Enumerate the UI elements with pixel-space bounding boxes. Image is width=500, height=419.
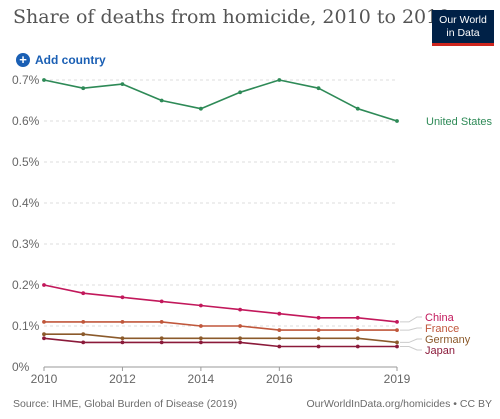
logo-line-2: in Data (446, 27, 480, 39)
data-point[interactable] (316, 328, 321, 332)
data-point[interactable] (316, 344, 321, 349)
data-point[interactable] (120, 320, 125, 324)
y-tick-label: 0.3% (12, 237, 40, 251)
data-point[interactable] (238, 340, 243, 345)
series-line[interactable] (43, 284, 398, 323)
label-connector (400, 338, 422, 343)
series-line[interactable] (43, 337, 397, 348)
data-point[interactable] (198, 336, 203, 341)
data-point[interactable] (277, 336, 282, 341)
data-point[interactable] (277, 344, 282, 349)
series-line[interactable] (44, 321, 397, 331)
y-tick-label: 0% (12, 360, 30, 374)
y-tick-label: 0.1% (12, 319, 40, 333)
data-point[interactable] (120, 336, 125, 341)
add-country-button[interactable]: + Add country (16, 51, 106, 69)
series-label[interactable]: France (425, 323, 459, 335)
label-connector (400, 346, 422, 351)
plus-icon: + (16, 53, 30, 67)
chart-title: Share of deaths from homicide, 2010 to 2… (13, 6, 451, 28)
label-connector (400, 327, 422, 331)
x-tick-label: 2014 (188, 372, 215, 386)
add-country-label: Add country (35, 53, 106, 67)
data-point[interactable] (238, 307, 243, 312)
source-text: Source: IHME, Global Burden of Disease (… (13, 398, 238, 410)
data-point[interactable] (159, 320, 164, 324)
data-point[interactable] (316, 336, 321, 341)
line-chart: 0% 0.1% 0.2% 0.3% 0.4% 0.5% 0.6% 0.7% 2010 2012 2… (12, 73, 493, 386)
data-point[interactable] (277, 78, 282, 82)
series-label[interactable]: Japan (425, 345, 455, 357)
data-point[interactable] (159, 299, 164, 304)
data-point[interactable] (238, 324, 243, 328)
logo-line-1: Our World (439, 14, 487, 26)
data-point[interactable] (238, 336, 243, 341)
data-point[interactable] (316, 86, 321, 91)
x-tick-label: 2010 (31, 372, 58, 386)
data-point[interactable] (395, 320, 399, 324)
data-point[interactable] (316, 315, 321, 320)
data-point[interactable] (120, 295, 125, 300)
y-tick-label: 0.2% (12, 278, 40, 292)
data-point[interactable] (159, 336, 164, 341)
series-label[interactable]: China (425, 312, 455, 324)
data-point[interactable] (198, 340, 203, 345)
data-point[interactable] (395, 344, 399, 349)
x-tick-label: 2012 (109, 372, 136, 386)
y-tick-label: 0.4% (12, 196, 40, 210)
data-point[interactable] (42, 78, 46, 82)
data-point[interactable] (120, 340, 125, 345)
label-connector (400, 316, 422, 323)
data-point[interactable] (355, 315, 360, 320)
series-label[interactable]: United States (426, 116, 493, 128)
data-point[interactable] (277, 328, 282, 332)
data-point[interactable] (159, 340, 164, 345)
data-point[interactable] (355, 106, 360, 111)
series-label[interactable]: Germany (425, 334, 471, 346)
data-point[interactable] (277, 311, 282, 316)
data-point[interactable] (355, 328, 360, 332)
license-link[interactable]: OurWorldInData.org/homicides • CC BY (306, 398, 492, 410)
data-point[interactable] (81, 291, 86, 296)
data-point[interactable] (42, 336, 46, 341)
owid-logo[interactable]: Our World in Data (432, 10, 494, 46)
data-point[interactable] (198, 324, 203, 328)
series-line[interactable] (43, 79, 398, 122)
data-point[interactable] (198, 303, 203, 308)
data-point[interactable] (42, 320, 46, 324)
data-point[interactable] (355, 336, 360, 341)
data-point[interactable] (42, 332, 46, 337)
data-point[interactable] (81, 320, 86, 324)
data-point[interactable] (198, 106, 203, 111)
data-point[interactable] (395, 119, 399, 123)
x-tick-label: 2016 (266, 372, 293, 386)
x-tick-label: 2019 (384, 372, 411, 386)
data-point[interactable] (238, 90, 243, 95)
y-tick-label: 0.5% (12, 155, 40, 169)
data-point[interactable] (81, 340, 86, 345)
data-point[interactable] (81, 332, 86, 337)
data-point[interactable] (42, 283, 46, 287)
y-tick-label: 0.6% (12, 114, 40, 128)
y-tick-label: 0.7% (12, 73, 40, 87)
data-point[interactable] (159, 98, 164, 103)
data-point[interactable] (395, 340, 399, 345)
data-point[interactable] (395, 328, 399, 332)
data-point[interactable] (355, 344, 360, 349)
data-point[interactable] (120, 82, 125, 86)
data-point[interactable] (81, 86, 86, 91)
series-line[interactable] (44, 333, 398, 344)
